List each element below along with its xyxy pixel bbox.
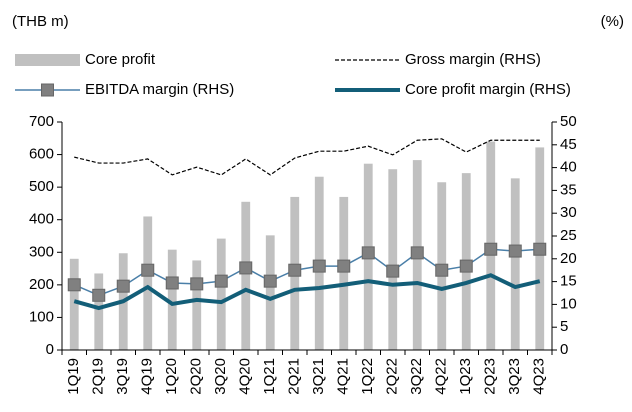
y2-tick-label: 20	[560, 250, 577, 267]
y2-tick-label: 45	[560, 136, 577, 153]
x-tick-label: 3Q21	[310, 358, 327, 395]
marker	[214, 274, 228, 288]
x-tick-label: 1Q19	[65, 358, 82, 395]
y-tick-label: 700	[29, 113, 54, 130]
marker	[386, 264, 400, 278]
y2-tick-label: 10	[560, 295, 577, 312]
x-tick-label: 3Q23	[506, 358, 523, 395]
marker	[190, 277, 204, 291]
y2-tick-label: 40	[560, 159, 577, 176]
marker	[239, 261, 253, 275]
legend-label: Gross margin (RHS)	[405, 51, 541, 68]
marker	[116, 279, 130, 293]
y2-tick-label: 30	[560, 204, 577, 221]
y-tick-label: 400	[29, 211, 54, 228]
y-axis-title: (THB m)	[12, 13, 69, 30]
legend-label: Core profit margin (RHS)	[405, 81, 571, 98]
marker	[92, 288, 106, 302]
marker	[312, 259, 326, 273]
legend-label: EBITDA margin (RHS)	[85, 81, 234, 98]
bar	[510, 178, 520, 350]
bar	[339, 196, 349, 350]
line	[73, 273, 541, 311]
x-tick-label: 4Q19	[139, 358, 156, 395]
x-tick-label: 4Q20	[237, 358, 254, 395]
x-tick-label: 2Q19	[90, 358, 107, 395]
marker	[337, 259, 351, 273]
bar	[388, 169, 398, 350]
legend-marker	[41, 83, 54, 97]
marker	[288, 263, 302, 277]
bar	[265, 235, 275, 350]
x-tick-label: 1Q21	[261, 358, 278, 395]
bar	[94, 273, 104, 350]
legend-label: Core profit	[85, 51, 156, 68]
x-tick-label: 2Q21	[286, 358, 303, 395]
x-tick-label: 1Q22	[359, 358, 376, 395]
y2-tick-label: 0	[560, 341, 568, 358]
x-tick-label: 2Q22	[384, 358, 401, 395]
bar	[241, 201, 251, 350]
bar	[192, 260, 202, 350]
marker	[435, 263, 449, 277]
y-tick-label: 0	[46, 341, 54, 358]
marker	[361, 246, 375, 260]
x-tick-label: 2Q20	[188, 358, 205, 395]
x-tick-label: 3Q20	[212, 358, 229, 395]
marker	[67, 278, 81, 292]
x-tick-label: 4Q22	[433, 358, 450, 395]
y-tick-label: 300	[29, 243, 54, 260]
marker	[508, 244, 522, 258]
bar	[216, 238, 226, 350]
y2-tick-label: 25	[560, 227, 577, 244]
marker	[484, 242, 498, 256]
marker	[459, 259, 473, 273]
y-tick-label: 600	[29, 146, 54, 163]
y2-tick-label: 5	[560, 318, 568, 335]
y2-tick-label: 50	[560, 113, 577, 130]
y2-axis-title: (%)	[601, 13, 624, 30]
y-tick-label: 500	[29, 178, 54, 195]
marker	[410, 246, 424, 260]
marker	[263, 274, 277, 288]
y-tick-label: 200	[29, 276, 54, 293]
line	[74, 138, 540, 176]
y2-tick-label: 35	[560, 181, 577, 198]
marker	[141, 263, 155, 277]
y-tick-label: 100	[29, 308, 54, 325]
y2-tick-label: 15	[560, 273, 577, 290]
x-tick-label: 4Q21	[335, 358, 352, 395]
bar	[167, 249, 177, 350]
x-tick-label: 3Q22	[408, 358, 425, 395]
bar	[69, 258, 79, 350]
x-tick-label: 1Q20	[163, 358, 180, 395]
x-tick-label: 1Q23	[457, 358, 474, 395]
x-tick-label: 2Q23	[482, 358, 499, 395]
marker	[165, 276, 179, 290]
marker	[533, 242, 547, 256]
bar	[143, 216, 153, 350]
x-tick-label: 4Q23	[531, 358, 548, 395]
x-tick-label: 3Q19	[114, 358, 131, 395]
legend-swatch	[15, 54, 80, 66]
